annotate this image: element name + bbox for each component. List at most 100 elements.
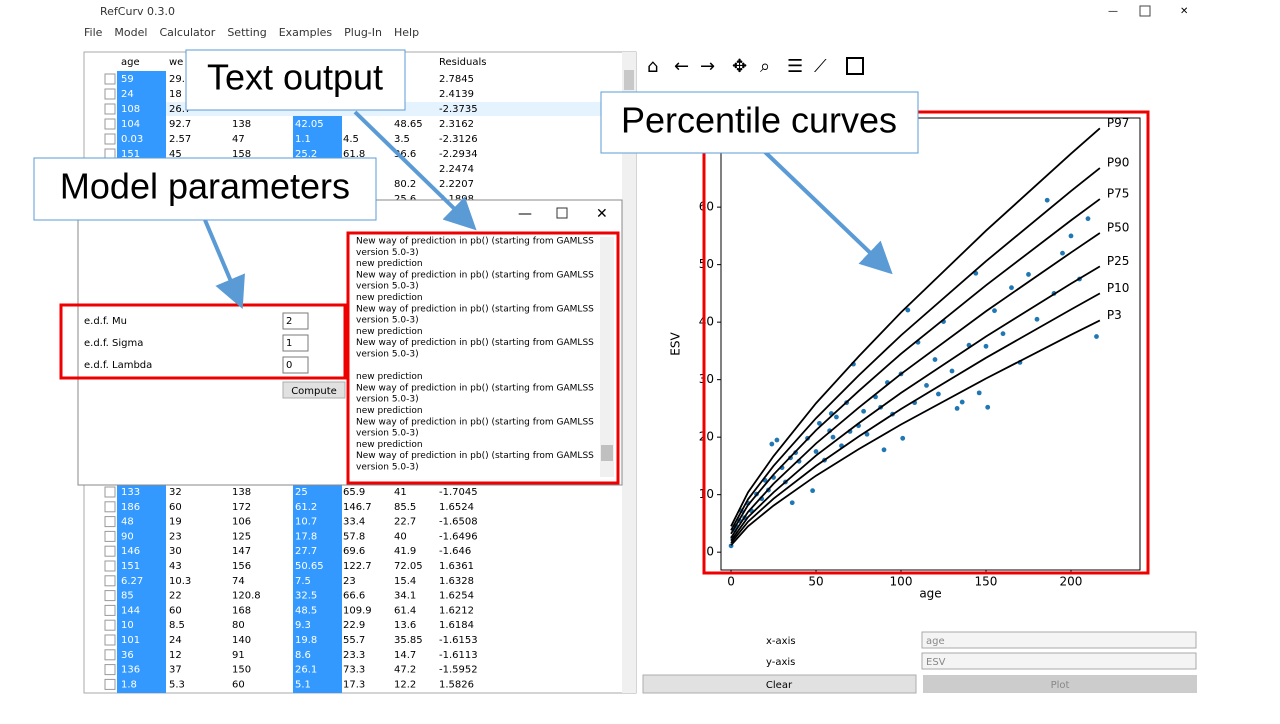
table-cell: 104 — [121, 119, 140, 130]
table-cell: 23 — [343, 576, 356, 587]
checkbox[interactable] — [104, 619, 116, 631]
table-cell: 2.2207 — [439, 179, 474, 190]
output-line: New way of prediction in pb() (starting … — [356, 270, 594, 280]
table-cell: 18 — [169, 89, 182, 100]
zoom-button[interactable]: ⌕ — [760, 56, 770, 77]
dialog-minimize[interactable]: — — [518, 206, 532, 222]
checkbox[interactable] — [104, 516, 116, 528]
save-button[interactable] — [846, 57, 864, 75]
menu-item[interactable]: Help — [394, 26, 419, 39]
data-point — [813, 449, 819, 454]
table-cell: 140 — [232, 635, 251, 646]
table-cell: 146 — [121, 546, 140, 557]
table-cell: 19 — [169, 517, 182, 528]
y-axis-combo[interactable] — [921, 652, 1197, 670]
table-cell: 25 — [295, 487, 308, 498]
table-cell: 5.3 — [169, 679, 185, 690]
y-tick-label: 60 — [699, 200, 714, 214]
param-input[interactable] — [282, 356, 309, 374]
menu-item[interactable]: Examples — [279, 26, 333, 39]
param-input[interactable] — [282, 334, 309, 352]
table-cell: -1.7045 — [439, 487, 478, 498]
checkbox[interactable] — [104, 575, 116, 587]
table-cell: 80 — [232, 620, 245, 631]
data-point — [1044, 197, 1050, 203]
table-cell: 24 — [121, 89, 134, 100]
menu-item[interactable]: Setting — [227, 26, 266, 39]
data-point — [817, 420, 822, 426]
checkbox[interactable] — [104, 649, 116, 661]
x-axis-combo[interactable] — [921, 631, 1197, 649]
scroll-thumb[interactable] — [624, 70, 634, 90]
minimize[interactable]: — — [1108, 6, 1118, 17]
y-axis-value: ESV — [926, 657, 946, 668]
checkbox[interactable] — [104, 604, 116, 616]
pan-button[interactable]: ✥ — [732, 56, 747, 77]
checkbox[interactable] — [104, 501, 116, 513]
table-cell: 158 — [232, 149, 251, 160]
table-cell: 36 — [121, 650, 134, 661]
table-cell: 101 — [121, 635, 140, 646]
close[interactable]: ✕ — [1180, 6, 1188, 17]
output-scroll-thumb[interactable] — [601, 445, 613, 461]
config-button[interactable]: ☰ — [787, 56, 803, 77]
compute-button[interactable] — [282, 381, 346, 399]
axes-button[interactable]: ⟋ — [814, 56, 827, 77]
checkbox[interactable] — [104, 118, 116, 130]
checkbox[interactable] — [104, 678, 116, 690]
checkbox[interactable] — [104, 88, 116, 100]
plot-button[interactable] — [923, 675, 1197, 693]
scrollbar[interactable] — [622, 52, 636, 693]
table-cell: 7.5 — [295, 576, 311, 587]
table-cell: 108 — [121, 104, 140, 115]
checkbox[interactable] — [104, 486, 116, 498]
table-cell: 37 — [169, 665, 182, 676]
home-button[interactable]: ⌂ — [647, 56, 658, 77]
table-cell: -2.3126 — [439, 134, 478, 145]
table-cell: 60 — [169, 605, 182, 616]
table-cell: 10 — [121, 620, 134, 631]
x-tick-label: 150 — [975, 575, 998, 589]
menu-item[interactable]: File — [84, 26, 103, 39]
checkbox[interactable] — [104, 634, 116, 646]
checkbox[interactable] — [104, 560, 116, 572]
checkbox[interactable] — [104, 133, 116, 145]
table-cell: 41 — [394, 487, 407, 498]
checkbox[interactable] — [104, 590, 116, 602]
table-cell: 90 — [121, 531, 134, 542]
table-cell: 32 — [169, 487, 182, 498]
checkbox[interactable] — [104, 545, 116, 557]
data-point — [789, 500, 795, 506]
data-point — [900, 435, 906, 441]
forward-button[interactable]: → — [700, 56, 715, 77]
menu-item[interactable]: Plug-In — [344, 26, 382, 39]
checkbox[interactable] — [104, 103, 116, 115]
checkbox[interactable] — [104, 664, 116, 676]
table-cell: 24 — [169, 635, 182, 646]
clear-button[interactable] — [642, 674, 917, 694]
dialog-close[interactable]: ✕ — [596, 206, 608, 222]
dialog-maximize[interactable] — [556, 207, 568, 219]
menu-item[interactable]: Calculator — [159, 26, 215, 39]
menu-item[interactable]: Model — [114, 26, 147, 39]
maximize[interactable] — [1139, 5, 1151, 17]
curve-label: P10 — [1107, 281, 1130, 295]
output-scrollbar[interactable] — [600, 237, 614, 477]
callout — [33, 157, 377, 221]
table-cell: 26.7 — [169, 104, 191, 115]
back-button[interactable]: ← — [674, 56, 689, 77]
table-cell: 133 — [121, 487, 140, 498]
table-cell: 45 — [169, 149, 182, 160]
x-tick-label: 100 — [890, 575, 913, 589]
table-cell: 172 — [232, 502, 251, 513]
table-cell: 74 — [232, 576, 245, 587]
table-cell: 13.6 — [394, 620, 416, 631]
checkbox[interactable] — [104, 73, 116, 85]
checkbox[interactable] — [104, 530, 116, 542]
param-input[interactable] — [282, 312, 309, 330]
data-point — [834, 414, 839, 420]
table-cell: 125 — [232, 531, 251, 542]
table-cell: 92.7 — [169, 119, 191, 130]
table-cell: 42.05 — [295, 119, 324, 130]
table-cell: -1.5952 — [439, 665, 478, 676]
